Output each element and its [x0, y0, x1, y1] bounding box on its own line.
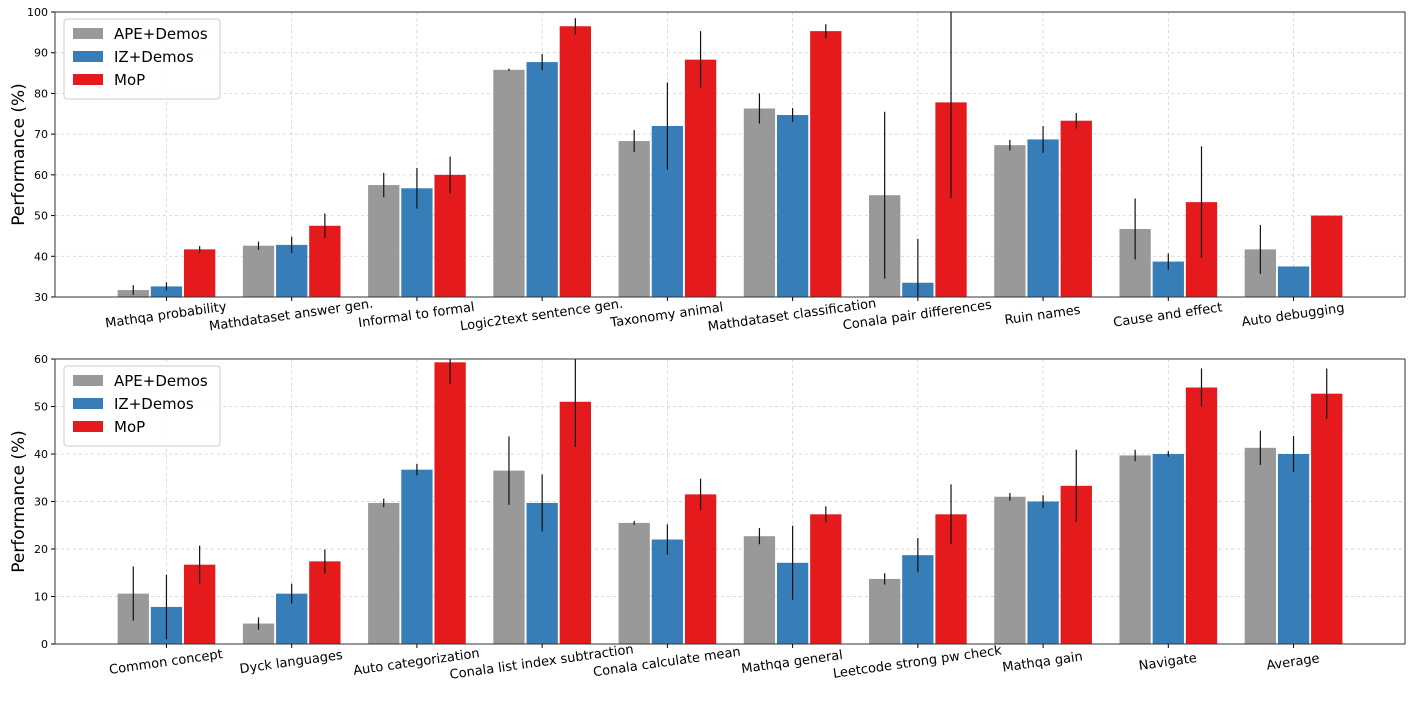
bar-ape-demos: [242, 245, 275, 297]
y-tick-label: 100: [27, 6, 48, 19]
axes-frame: [54, 11, 1406, 298]
x-tick-label: Dyck languages: [239, 648, 344, 677]
y-tick-label: 30: [34, 291, 48, 304]
x-tick-label: Mathqa general: [740, 648, 843, 677]
legend-swatch: [73, 74, 103, 85]
bar-ape-demos: [869, 578, 901, 644]
bar-mop: [684, 59, 717, 298]
bar-iz-demos: [776, 115, 809, 297]
legend-label: APE+Demos: [114, 372, 208, 390]
x-tick-label: Ruin names: [1004, 303, 1082, 329]
bar-ape-demos: [743, 108, 776, 297]
x-tick-label: Leetcode strong pw check: [832, 643, 1003, 682]
x-tick-label: Mathdataset answer gen.: [208, 297, 374, 335]
bar-mop: [1311, 215, 1343, 297]
y-axis-label: Performance (%): [9, 83, 29, 226]
bar-iz-demos: [1027, 139, 1059, 297]
legend-label: APE+Demos: [114, 25, 208, 43]
bar-iz-demos: [1027, 501, 1059, 644]
legend: APE+Demos IZ+Demos MoP: [63, 18, 221, 100]
bar-mop: [309, 561, 341, 644]
bar-mop: [810, 31, 842, 298]
x-tick-label: Navigate: [1138, 651, 1198, 674]
bar-mop: [1060, 120, 1092, 297]
bar-ape-demos: [1244, 447, 1277, 644]
bar-mop: [1311, 393, 1343, 644]
bar-mop: [810, 514, 842, 644]
bar-iz-demos: [1277, 454, 1310, 644]
bar-iz-demos: [651, 539, 684, 644]
bar-iz-demos: [1152, 454, 1184, 644]
y-tick-label: 90: [34, 47, 48, 60]
bar-ape-demos: [368, 502, 400, 644]
x-tick-label: Auto debugging: [1241, 301, 1346, 330]
x-tick-label: Cause and effect: [1112, 300, 1223, 330]
bar-mop: [1185, 387, 1218, 644]
y-tick-label: 10: [34, 591, 48, 604]
bar-iz-demos: [401, 469, 433, 644]
legend-swatch: [73, 375, 103, 386]
axes-frame: [54, 358, 1406, 645]
legend-swatch: [73, 398, 103, 409]
x-tick-label: Average: [1266, 651, 1321, 673]
bar-iz-demos: [526, 62, 558, 298]
y-tick-label: 60: [34, 169, 48, 182]
bar-ape-demos: [618, 522, 650, 644]
y-axis-label: Performance (%): [9, 430, 29, 573]
bar-iz-demos: [1277, 266, 1310, 297]
y-tick-label: 40: [34, 250, 48, 263]
x-tick-label: Common concept: [108, 647, 224, 678]
bar-mop: [684, 494, 717, 644]
x-tick-label: Informal to formal: [357, 300, 475, 331]
y-tick-label: 20: [34, 543, 48, 556]
bar-ape-demos: [368, 185, 400, 297]
y-tick-label: 30: [34, 496, 48, 509]
y-tick-label: 50: [34, 210, 48, 223]
legend-swatch: [73, 51, 103, 62]
bar-ape-demos: [743, 536, 776, 644]
legend-swatch: [73, 421, 103, 432]
bar-ape-demos: [242, 623, 275, 644]
x-tick-label: Logic2text sentence gen.: [459, 297, 624, 335]
y-tick-label: 0: [41, 638, 48, 651]
legend-swatch: [73, 28, 103, 39]
x-tick-label: Mathqa gain: [1001, 649, 1083, 675]
bar-mop: [434, 362, 466, 644]
y-tick-label: 80: [34, 87, 48, 100]
legend-label: MoP: [114, 71, 145, 89]
y-tick-label: 60: [34, 353, 48, 366]
legend-label: IZ+Demos: [114, 395, 194, 413]
bar-ape-demos: [493, 69, 525, 297]
chart-panel-2: 0 10 20 30 40 50 60 Common concept Dyck language…: [9, 353, 1406, 683]
bar-mop: [183, 249, 216, 297]
bar-iz-demos: [276, 244, 308, 297]
legend: APE+Demos IZ+Demos MoP: [63, 365, 221, 447]
legend-label: IZ+Demos: [114, 48, 194, 66]
y-tick-label: 70: [34, 128, 48, 141]
y-tick-label: 40: [34, 448, 48, 461]
bar-ape-demos: [1119, 455, 1151, 644]
bar-ape-demos: [618, 141, 650, 297]
bar-mop: [434, 174, 466, 297]
bar-mop: [559, 26, 591, 297]
bar-ape-demos: [994, 145, 1026, 297]
bar-ape-demos: [994, 496, 1026, 644]
bar-iz-demos: [150, 286, 183, 297]
y-tick-label: 50: [34, 401, 48, 414]
legend-label: MoP: [114, 418, 145, 436]
